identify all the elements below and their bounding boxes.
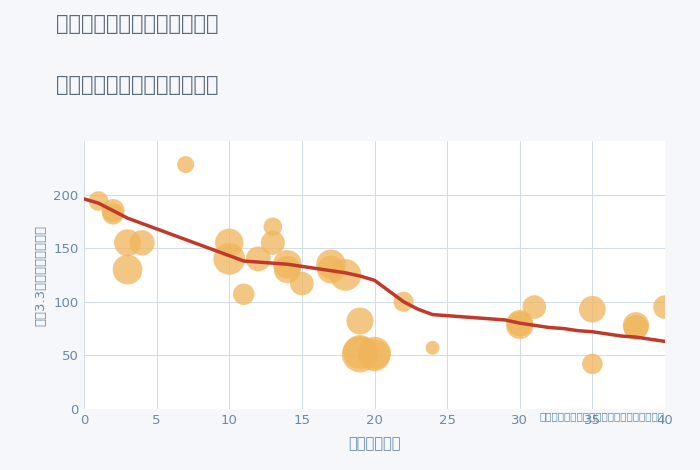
Point	[93, 197, 104, 205]
Text: 築年数別中古マンション価格: 築年数別中古マンション価格	[56, 75, 218, 95]
Point	[238, 290, 249, 298]
Point	[659, 303, 671, 311]
Point	[631, 321, 642, 329]
Point	[631, 324, 642, 331]
Y-axis label: 坪（3.3㎡）単価（万円）: 坪（3.3㎡）単価（万円）	[34, 224, 48, 326]
Point	[281, 260, 293, 268]
Point	[587, 306, 598, 313]
Point	[326, 266, 337, 274]
Point	[180, 161, 191, 168]
Point	[369, 349, 380, 357]
Point	[122, 239, 133, 247]
Text: 兵庫県西宮市上ヶ原一番町の: 兵庫県西宮市上ヶ原一番町の	[56, 14, 218, 34]
Point	[340, 271, 351, 279]
Point	[122, 266, 133, 274]
Point	[296, 280, 307, 287]
Point	[224, 239, 235, 247]
Point	[514, 320, 525, 327]
Point	[398, 298, 409, 306]
Point	[224, 255, 235, 263]
Point	[354, 317, 365, 325]
Point	[108, 210, 119, 218]
Point	[253, 255, 264, 263]
X-axis label: 築年数（年）: 築年数（年）	[349, 436, 400, 451]
Point	[326, 260, 337, 268]
Point	[136, 239, 148, 247]
Point	[514, 321, 525, 329]
Point	[369, 352, 380, 359]
Point	[267, 239, 279, 247]
Point	[587, 360, 598, 368]
Point	[528, 303, 540, 311]
Point	[108, 207, 119, 214]
Text: 円の大きさは、取引のあった物件面積を示す: 円の大きさは、取引のあった物件面積を示す	[540, 412, 665, 422]
Point	[427, 344, 438, 352]
Point	[354, 348, 365, 356]
Point	[281, 266, 293, 274]
Point	[354, 351, 365, 358]
Point	[267, 223, 279, 230]
